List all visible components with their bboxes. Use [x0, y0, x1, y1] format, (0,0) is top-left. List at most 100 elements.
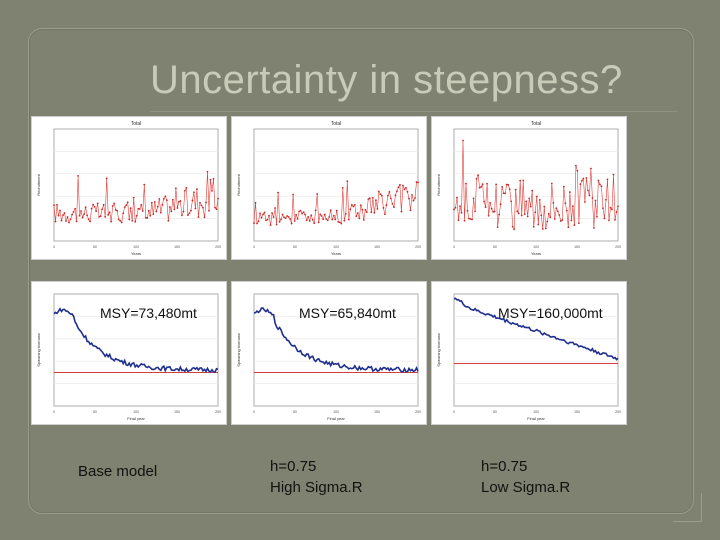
recruitment-point [596, 215, 598, 218]
recruitment-point [305, 219, 308, 222]
recruitment-point [271, 212, 273, 214]
recruitment-point [477, 174, 479, 177]
recruitment-point [474, 210, 476, 213]
recruitment-point [465, 182, 467, 185]
recruitment-point [460, 211, 463, 214]
recruitment-point [379, 193, 382, 195]
recruitment-point [287, 215, 290, 218]
recruitment-point [179, 200, 182, 202]
recruitment-point [120, 221, 123, 224]
recruitment-point [162, 197, 165, 200]
msy-label-1: MSY=73,480mt [100, 305, 197, 321]
recruitment-point [469, 218, 472, 220]
x-axis-label: Years [131, 251, 141, 256]
x-tick-label: 50 [93, 410, 97, 414]
recruitment-point [540, 214, 543, 217]
x-axis-label: Years [331, 251, 341, 256]
recruitment-point [284, 217, 287, 219]
plot-area [53, 128, 219, 242]
recruitment-point [337, 221, 340, 223]
recruitment-point [356, 212, 359, 214]
recruitment-point [190, 209, 192, 212]
recruitment-point [522, 179, 525, 182]
recruitment-point [498, 213, 501, 216]
recruitment-point [361, 208, 364, 211]
recruitment-point [505, 183, 508, 186]
recruitment-point [74, 207, 76, 210]
recruitment-point [119, 219, 122, 222]
recruitment-point [188, 212, 191, 215]
recruitment-point [528, 197, 531, 200]
recruitment-point [387, 194, 389, 197]
recruitment-point [266, 218, 269, 221]
chart-panel-top-3: 0 50 100 150 200 Total Years Recruitment [431, 116, 627, 260]
x-tick-label: 150 [574, 245, 580, 249]
recruitment-point [274, 207, 276, 209]
recruitment-point [71, 213, 73, 216]
recruitment-point [454, 206, 457, 209]
recruitment-point [374, 199, 377, 202]
recruitment-point [141, 210, 144, 212]
x-tick-label: 0 [53, 245, 55, 249]
recruitment-point [531, 189, 534, 192]
recruitment-point [525, 200, 528, 203]
recruitment-point [185, 186, 188, 189]
recruitment-point [355, 215, 358, 218]
recruitment-point [203, 216, 206, 219]
recruitment-point [388, 190, 391, 193]
recruitment-point [514, 188, 517, 191]
recruitment-point [102, 203, 105, 206]
recruitment-point [481, 183, 484, 186]
recruitment-point [215, 208, 218, 211]
y-axis-label: Recruitment [36, 173, 41, 195]
recruitment-point [553, 218, 556, 220]
recruitment-point [408, 197, 410, 200]
recruitment-point [104, 215, 107, 218]
recruitment-point [466, 209, 469, 212]
recruitment-point [206, 170, 209, 173]
recruitment-point [182, 210, 185, 213]
recruitment-point [332, 214, 335, 217]
recruitment-point [77, 175, 79, 177]
recruitment-point [171, 198, 174, 201]
recruitment-point [344, 212, 347, 215]
recruitment-point [541, 228, 544, 230]
recruitment-point [98, 215, 101, 218]
recruitment-point [341, 187, 344, 189]
recruitment-point [156, 205, 159, 208]
recruitment-point [138, 208, 141, 210]
model-caption-2: h=0.75 High Sigma.R [270, 456, 363, 498]
biomass-line [453, 297, 619, 361]
recruitment-point [605, 198, 607, 201]
recruitment-point [414, 197, 416, 199]
recruitment-point [137, 207, 140, 210]
recruitment-point [60, 219, 63, 222]
recruitment-point [197, 216, 200, 218]
x-tick-label: 50 [493, 410, 497, 414]
recruitment-point [57, 214, 60, 217]
recruitment-point [131, 219, 134, 222]
chart-title: Total [331, 121, 342, 127]
recruitment-point [396, 190, 398, 193]
recruitment-point [308, 219, 311, 222]
recruitment-point [168, 206, 171, 208]
recruitment-point [520, 214, 523, 217]
recruitment-point [377, 190, 380, 193]
recruitment-point [492, 210, 495, 213]
recruitment-point [517, 212, 520, 215]
recruitment-point [269, 224, 272, 226]
recruitment-point [283, 216, 285, 219]
recruitment-chart-1: 0 50 100 150 200 Total Years Recruitment [36, 121, 221, 256]
recruitment-point [96, 202, 99, 205]
recruitment-point [280, 218, 282, 221]
recruitment-point [415, 181, 418, 183]
recruitment-point [570, 219, 573, 222]
recruitment-point [265, 219, 267, 222]
recruitment-point [144, 216, 147, 219]
y-axis-label: Spawning biomass [36, 333, 41, 367]
recruitment-point [370, 211, 373, 213]
recruitment-point [614, 218, 616, 221]
x-tick-label: 150 [174, 245, 180, 249]
recruitment-point [400, 210, 403, 213]
recruitment-point [299, 209, 302, 212]
